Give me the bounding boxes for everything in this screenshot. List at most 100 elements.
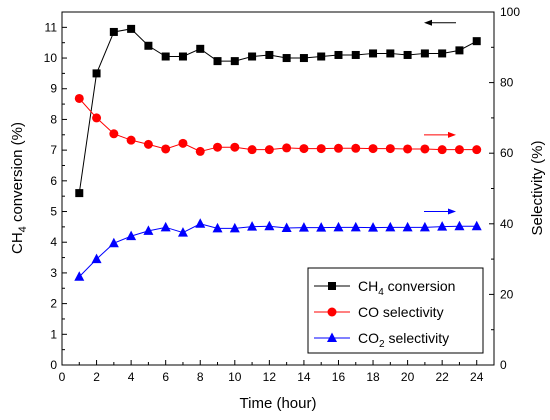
- data-point: [109, 27, 118, 36]
- data-point: [195, 146, 205, 156]
- data-point: [419, 221, 430, 232]
- legend-label-sub: 2: [379, 339, 385, 350]
- legend-label-main: CO selectivity: [358, 304, 444, 320]
- data-point: [127, 24, 136, 33]
- data-point: [230, 142, 240, 152]
- x-axis: 0 2 4 6 8 10 12 14 16 18 20 22 24: [59, 360, 484, 384]
- data-point: [92, 69, 101, 78]
- x-tick-label: 10: [228, 370, 242, 384]
- series-3: [74, 218, 482, 281]
- data-point: [247, 221, 258, 231]
- data-point: [368, 144, 378, 154]
- data-point: [472, 145, 482, 155]
- y-left-tick-label: 7: [50, 143, 57, 157]
- legend-label: CO selectivity: [358, 304, 444, 320]
- legend-label-sub: 4: [378, 287, 384, 298]
- y-axis-left-title-main: CH: [9, 232, 26, 254]
- legend-label-main: CH: [358, 278, 378, 294]
- data-point: [333, 221, 344, 232]
- data-point: [264, 145, 274, 155]
- series-line: [78, 28, 477, 194]
- arrow-head: [448, 131, 456, 138]
- y-right-tick-label: 40: [500, 217, 514, 231]
- data-point: [230, 57, 239, 66]
- series-arrows: [424, 19, 456, 215]
- y-axis-left-title: CH4 conversion (%): [9, 122, 29, 254]
- x-tick-label: 24: [470, 370, 484, 384]
- x-tick-label: 12: [263, 370, 277, 384]
- data-point: [247, 145, 257, 155]
- y-axis-left: 0 1 2 3 4 5 6 7 8 9 10 11: [44, 20, 67, 372]
- data-point: [282, 54, 291, 63]
- data-point: [420, 49, 429, 58]
- data-point: [402, 221, 413, 232]
- y-axis-right: 0 20 40 60 80 100: [489, 5, 520, 372]
- y-right-tick-label: 80: [500, 76, 514, 90]
- data-point: [438, 49, 447, 58]
- arrow-head: [424, 19, 432, 26]
- legend-label-main: CO: [358, 330, 379, 346]
- data-point: [177, 227, 188, 237]
- data-point: [369, 49, 378, 58]
- legend-label: CO2 selectivity: [358, 330, 449, 350]
- y-left-tick-label: 3: [50, 266, 57, 280]
- x-tick-label: 0: [59, 370, 66, 384]
- y-left-tick-label: 9: [50, 82, 57, 96]
- y-axis-left-title-rest: conversion (%): [9, 122, 26, 226]
- data-point: [144, 41, 153, 50]
- y-left-tick-label: 11: [45, 20, 58, 34]
- data-point: [229, 222, 240, 233]
- data-point: [281, 222, 292, 233]
- y-left-tick-label: 6: [50, 174, 57, 188]
- x-tick-label: 8: [197, 370, 204, 384]
- y-left-tick-label: 4: [50, 235, 57, 249]
- data-point: [126, 230, 137, 241]
- data-point: [143, 225, 154, 235]
- data-point: [126, 135, 136, 145]
- legend-marker: [327, 332, 337, 342]
- legend-entry-2: CO selectivity: [314, 304, 444, 320]
- data-point: [386, 49, 395, 58]
- data-point: [213, 57, 222, 66]
- data-point: [161, 144, 171, 154]
- data-point: [195, 218, 206, 228]
- data-point: [454, 145, 464, 155]
- data-point: [454, 220, 465, 231]
- y-left-tick-label: 10: [44, 51, 58, 65]
- data-point: [196, 44, 205, 53]
- legend-entry-3: CO2 selectivity: [314, 330, 449, 350]
- x-axis-title: Time (hour): [240, 395, 317, 412]
- data-point: [350, 221, 361, 232]
- data-point: [92, 113, 102, 123]
- data-point: [298, 222, 309, 232]
- legend-marker: [327, 307, 337, 317]
- data-point: [143, 139, 153, 149]
- x-tick-label: 6: [162, 370, 169, 384]
- data-point: [385, 144, 395, 154]
- y-left-tick-label: 2: [50, 297, 57, 311]
- legend-label: CH4 conversion: [358, 278, 455, 298]
- y-left-tick-label: 1: [50, 327, 57, 341]
- y-left-tick-label: 8: [50, 112, 57, 126]
- data-point: [351, 143, 361, 153]
- data-point: [161, 52, 170, 61]
- series-1: [75, 24, 481, 198]
- data-point: [212, 222, 223, 233]
- series-line: [78, 98, 477, 152]
- y-right-tick-label: 20: [500, 287, 514, 301]
- data-point: [265, 50, 274, 59]
- x-tick-label: 16: [332, 370, 346, 384]
- data-point: [248, 52, 257, 61]
- y-axis-right-title: Selectivity (%): [529, 140, 546, 235]
- legend-label-rest: selectivity: [385, 330, 450, 346]
- data-point: [75, 189, 84, 198]
- data-point: [282, 143, 292, 153]
- data-point: [160, 221, 171, 232]
- arrow-head: [448, 208, 456, 215]
- series-2: [74, 93, 482, 156]
- y-right-tick-label: 100: [500, 5, 520, 19]
- legend-label-rest: conversion: [384, 278, 456, 294]
- x-tick-label: 14: [297, 370, 311, 384]
- data-point: [420, 144, 430, 154]
